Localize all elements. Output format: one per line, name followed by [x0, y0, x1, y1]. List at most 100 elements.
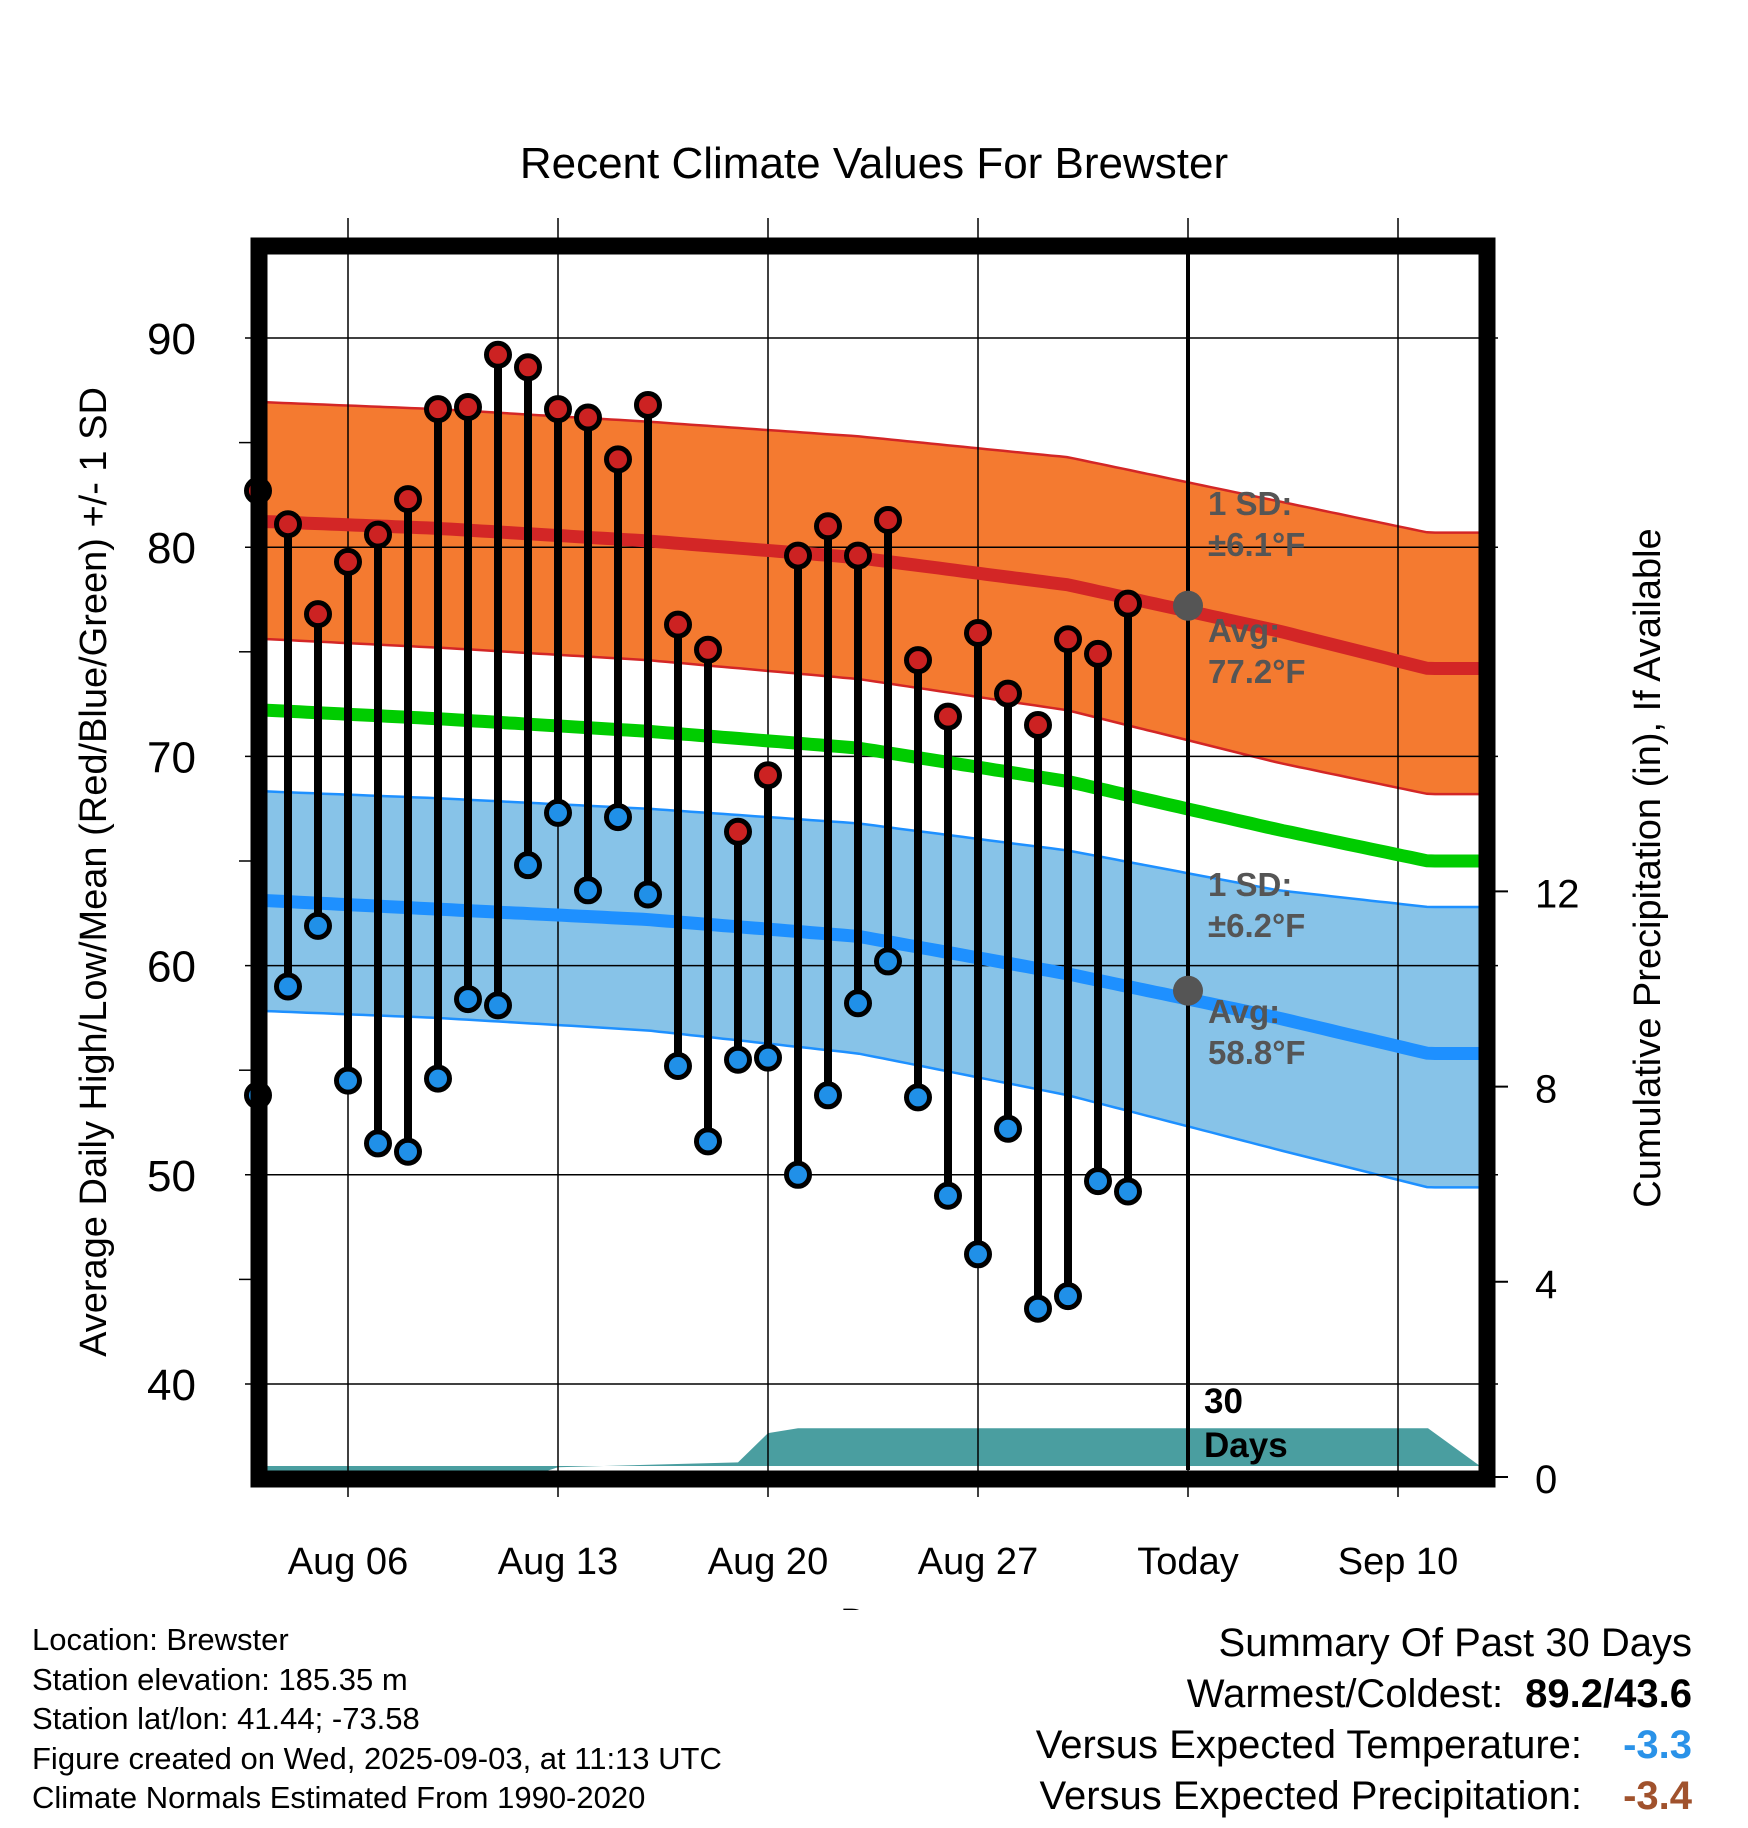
high-point	[394, 485, 422, 514]
plot-area: 1 SD: ±6.1°F Avg: 77.2°F 1 SD: ±6.2°F Avg: 58.8…	[73, 218, 1669, 1610]
precip-departure-value: -3.4	[1623, 1774, 1692, 1818]
low-point	[544, 798, 572, 827]
elevation-text: Station elevation: 185.35 m	[32, 1661, 408, 1697]
high-point	[1084, 639, 1112, 668]
x-tick-label: Sep 10	[1338, 1541, 1458, 1583]
low-point	[664, 1052, 692, 1081]
temp-departure-label: Versus Expected Temperature:	[1035, 1723, 1582, 1767]
low-point	[424, 1064, 452, 1093]
high-point	[274, 510, 302, 539]
high-point	[574, 403, 602, 432]
y2-tick-label: 0	[1535, 1458, 1557, 1502]
high-point	[784, 541, 812, 570]
y2-tick-label: 4	[1535, 1263, 1557, 1307]
low-point	[574, 876, 602, 905]
window-label-unit: Days	[1204, 1426, 1288, 1465]
low-point	[274, 972, 302, 1001]
low-point	[304, 911, 332, 940]
x-tick-label: Aug 06	[288, 1541, 408, 1583]
high-point	[724, 817, 752, 846]
chart-title: Recent Climate Values For Brewster	[520, 139, 1228, 188]
low-point	[814, 1081, 842, 1110]
summary-title: Summary Of Past 30 Days	[1218, 1621, 1692, 1665]
low-point	[604, 803, 632, 832]
high-point	[304, 600, 332, 629]
low-point	[1114, 1177, 1142, 1206]
high-avg-label: Avg:	[1208, 612, 1280, 649]
high-point	[544, 395, 572, 424]
high-point	[334, 547, 362, 576]
low-point	[334, 1066, 362, 1095]
y2-tick-label: 12	[1535, 872, 1580, 916]
low-point	[1084, 1167, 1112, 1196]
high-sd-label: 1 SD:	[1208, 485, 1292, 522]
low-point	[724, 1045, 752, 1074]
low-point	[934, 1181, 962, 1210]
low-point	[514, 851, 542, 880]
low-sd-label: 1 SD:	[1208, 866, 1292, 903]
low-point	[844, 989, 872, 1018]
x-tick-label: Aug 20	[708, 1541, 828, 1583]
low-point	[1054, 1282, 1082, 1311]
plot-frame	[250, 237, 1496, 1488]
high-avg-today-marker	[1173, 590, 1203, 621]
low-point	[784, 1160, 812, 1189]
location-text: Location: Brewster	[32, 1622, 289, 1657]
y-tick-label: 80	[147, 524, 196, 573]
normals-period-text: Climate Normals Estimated From 1990-2020	[32, 1780, 646, 1815]
summary-panel: Summary Of Past 30 Days Warmest/Coldest:…	[1036, 1618, 1692, 1822]
y-tick-label: 60	[147, 943, 196, 992]
high-avg-value: 77.2°F	[1208, 653, 1306, 690]
warmest-coldest-value: 89.2/43.6	[1525, 1672, 1692, 1716]
high-point	[484, 340, 512, 369]
low-point	[454, 985, 482, 1014]
warmest-coldest-row: Warmest/Coldest: 89.2/43.6	[1036, 1669, 1692, 1720]
x-axis-label: Day	[840, 1602, 908, 1610]
low-point	[964, 1240, 992, 1269]
low-lower-edge	[266, 1009, 1480, 1189]
precip-departure-label: Versus Expected Precipitation:	[1039, 1774, 1582, 1818]
x-tick-label: Aug 13	[498, 1541, 618, 1583]
low-avg-value: 58.8°F	[1208, 1034, 1306, 1071]
y2-tick-label: 8	[1535, 1068, 1557, 1112]
y2-axis-label: Cumulative Precipitation (in), If Availa…	[1627, 528, 1669, 1207]
low-point	[394, 1137, 422, 1166]
y-tick-label: 50	[147, 1152, 196, 1201]
station-info: Location: Brewster Station elevation: 18…	[32, 1620, 722, 1818]
high-point	[604, 445, 632, 474]
latlon-text: Station lat/lon: 41.44; -73.58	[32, 1701, 420, 1736]
high-point	[964, 618, 992, 647]
y-tick-label: 40	[147, 1361, 196, 1410]
high-point	[634, 390, 662, 419]
high-point	[424, 395, 452, 424]
y-tick-label: 70	[147, 733, 196, 782]
high-sd-value: ±6.1°F	[1208, 526, 1305, 563]
low-avg-label: Avg:	[1208, 993, 1280, 1030]
low-point	[994, 1114, 1022, 1143]
low-avg-today-marker	[1173, 975, 1203, 1006]
high-point	[754, 761, 782, 790]
warmest-coldest-label: Warmest/Coldest:	[1186, 1672, 1504, 1716]
high-point	[904, 646, 932, 675]
y-axis-label: Average Daily High/Low/Mean (Red/Blue/Gr…	[73, 387, 115, 1357]
high-point	[364, 520, 392, 549]
low-point	[1024, 1294, 1052, 1323]
window-label-number: 30	[1204, 1382, 1243, 1421]
x-tick-label: Aug 27	[918, 1541, 1038, 1583]
low-sd-value: ±6.2°F	[1208, 907, 1305, 944]
low-point	[694, 1127, 722, 1156]
climate-chart: Recent Climate Values For Brewster 1 SD:…	[73, 139, 1669, 1610]
x-tick-label: Today	[1137, 1541, 1238, 1583]
y-tick-label: 90	[147, 315, 196, 364]
high-point	[814, 512, 842, 541]
high-point	[514, 353, 542, 382]
temp-departure-value: -3.3	[1623, 1723, 1692, 1767]
low-point	[874, 947, 902, 976]
high-point	[694, 635, 722, 664]
low-point	[484, 991, 512, 1020]
high-point	[994, 679, 1022, 708]
high-point	[664, 610, 692, 639]
precip-area	[267, 1428, 1480, 1477]
high-point	[874, 506, 902, 535]
temp-departure-row: Versus Expected Temperature: -3.3	[1036, 1720, 1692, 1771]
